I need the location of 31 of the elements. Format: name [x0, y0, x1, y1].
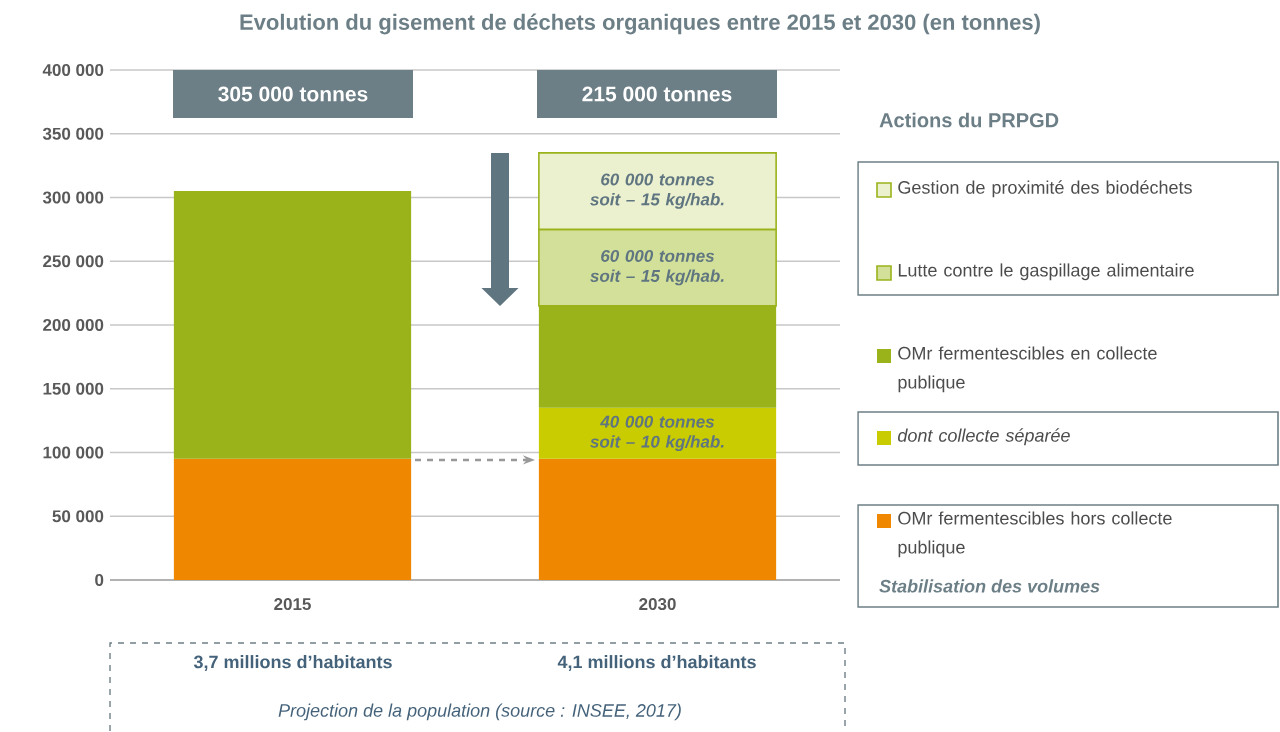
data-label: 60 000 tonnes soit – 15 kg/hab. — [590, 249, 724, 286]
bar — [173, 458, 412, 580]
text: Stabilisation des volumes — [879, 579, 1100, 593]
legend-label: Gestion de proximité des biodéchets — [898, 180, 1192, 198]
annotation: 305 000 tonnes — [218, 86, 368, 102]
legend-label: dont collecte séparée — [898, 428, 1070, 446]
y-tick-label: 200 000 — [43, 318, 104, 331]
y-tick-label: 350 000 — [42, 127, 104, 140]
x-tick-label: 2015 — [274, 598, 311, 611]
y-tick-label: 250 000 — [43, 255, 104, 268]
bar — [173, 191, 412, 459]
y-tick-label: 100 000 — [43, 446, 104, 459]
legend-title: Actions du PRPGD — [879, 112, 1059, 128]
text: 3,7 millions d’habitants — [193, 655, 392, 671]
y-tick-label: 300 000 — [42, 191, 104, 204]
chart-title: Evolution du gisement de déchets organiques entre 2015 et 2030 (en tonnes) — [240, 13, 1040, 35]
y-tick-label: 150 000 — [43, 382, 104, 395]
text: 4,1 millions d’habitants — [557, 655, 756, 671]
bar — [538, 407, 777, 459]
data-label: 40 000 tonnes soit – 10 kg/hab. — [590, 415, 724, 452]
bar — [538, 458, 777, 580]
annotation: 215 000 tonnes — [582, 86, 732, 102]
legend-label: Lutte contre le gaspillage alimentaire — [898, 263, 1194, 281]
y-tick-label: 400 000 — [42, 63, 104, 76]
y-tick-label: 50 000 — [52, 510, 104, 523]
legend-label: OMr fermentescibles hors collecte publique — [898, 511, 1172, 558]
text: Projection de la population (source : INSEE, 2017) — [278, 703, 681, 721]
x-tick-label: 2030 — [639, 598, 676, 611]
y-tick-label: 0 — [95, 573, 104, 586]
data-label: 60 000 tonnes soit – 15 kg/hab. — [590, 173, 724, 209]
legend-label: OMr fermentescibles en collecte publique — [898, 346, 1157, 393]
